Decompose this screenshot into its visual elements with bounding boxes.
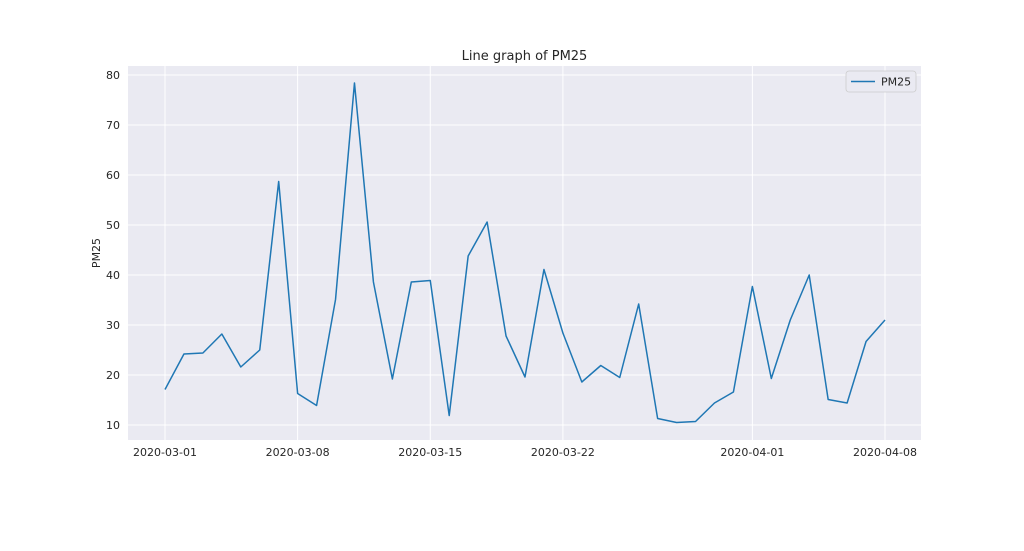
- legend-box: [845, 70, 917, 93]
- x-tick-label: 2020-03-15: [398, 446, 462, 459]
- series-group: [164, 82, 886, 424]
- x-tick-label: 2020-03-01: [133, 446, 197, 459]
- x-tick-label: 2020-03-08: [266, 446, 330, 459]
- legend-label-pm25: PM25: [881, 76, 911, 89]
- plot-area: [128, 66, 921, 440]
- y-axis-label: PM25: [90, 238, 103, 268]
- y-tick-label: 80: [106, 69, 120, 82]
- y-tick-label: 30: [106, 319, 120, 332]
- grid-lines: [128, 66, 921, 440]
- y-tick-label: 70: [106, 119, 120, 132]
- x-axis: 2020-03-01 2020-03-08 2020-03-15 2020-03-22…: [133, 446, 917, 459]
- x-tick-label: 2020-04-01: [720, 446, 784, 459]
- chart-title: Line graph of PM25: [462, 49, 588, 64]
- x-tick-label: 2020-04-08: [853, 446, 917, 459]
- y-tick-label: 50: [106, 219, 120, 232]
- y-axis: 10 20 30 40 50 60 70 80: [106, 69, 120, 432]
- y-tick-label: 10: [106, 419, 120, 432]
- legend: PM25: [845, 70, 917, 93]
- y-tick-label: 40: [106, 269, 120, 282]
- y-tick-label: 60: [106, 169, 120, 182]
- x-tick-label: 2020-03-22: [531, 446, 595, 459]
- series-line-pm25: [164, 82, 886, 424]
- y-tick-label: 20: [106, 369, 120, 382]
